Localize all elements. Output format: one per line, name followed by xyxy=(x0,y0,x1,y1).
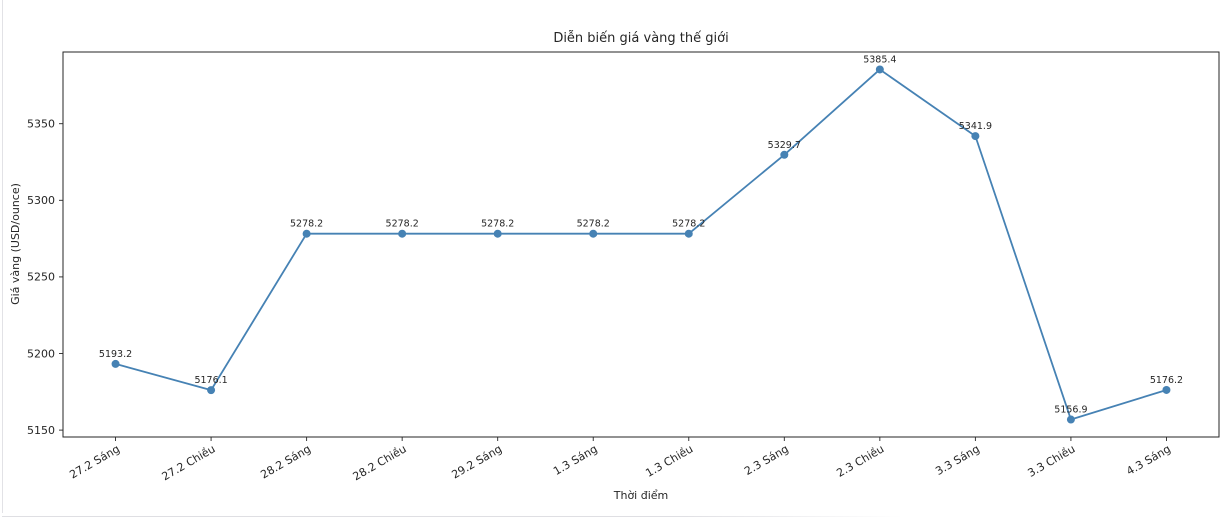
data-point-marker xyxy=(589,229,598,238)
card-left-border xyxy=(2,0,3,513)
price-line-series xyxy=(115,68,1167,421)
y-tick-label: 5300 xyxy=(27,194,55,207)
data-point-label: 5193.2 xyxy=(99,349,132,360)
x-tick-label: 29.2 Sáng xyxy=(449,442,504,481)
data-point-marker xyxy=(1162,385,1171,394)
data-point-marker xyxy=(111,359,120,368)
data-point-label: 5278.2 xyxy=(481,219,514,230)
x-tick-label: 27.2 Chiều xyxy=(160,442,218,483)
y-tick-label: 5150 xyxy=(27,424,55,437)
x-tick-label: 1.3 Sáng xyxy=(551,442,600,478)
x-tick-label: 2.3 Chiều xyxy=(834,442,886,479)
data-point-marker xyxy=(207,386,216,395)
data-point-marker xyxy=(971,132,980,141)
x-tick-label: 28.2 Chiều xyxy=(351,442,409,483)
axes-frame xyxy=(62,51,1220,438)
data-point-marker xyxy=(1066,415,1075,424)
data-point-label: 5278.2 xyxy=(290,219,323,230)
data-point-label: 5385.4 xyxy=(863,54,896,65)
data-point-label: 5278.2 xyxy=(672,219,705,230)
x-tick-label: 2.3 Sáng xyxy=(742,442,791,478)
data-point-marker xyxy=(684,229,693,238)
data-point-label: 5278.2 xyxy=(577,219,610,230)
chart-title: Diễn biến giá vàng thế giới xyxy=(553,31,728,46)
x-axis-label: Thời điểm xyxy=(613,489,669,502)
x-tick-label: 1.3 Chiều xyxy=(643,442,695,479)
x-tick-label: 28.2 Sáng xyxy=(258,442,313,481)
x-tick-label: 3.3 Chiều xyxy=(1025,442,1077,479)
x-tick-label: 27.2 Sáng xyxy=(67,442,122,481)
data-point-label: 5156.9 xyxy=(1054,405,1087,416)
y-tick-label: 5250 xyxy=(27,271,55,284)
data-point-marker xyxy=(302,229,311,238)
y-tick-label: 5200 xyxy=(27,347,55,360)
data-point-label: 5176.1 xyxy=(194,375,227,386)
y-tick-label: 5350 xyxy=(27,117,55,130)
data-point-label: 5176.2 xyxy=(1150,375,1183,386)
y-axis-label: Giá vàng (USD/ounce) xyxy=(9,183,22,305)
card-bottom-border xyxy=(2,516,902,517)
data-point-marker xyxy=(493,229,502,238)
data-point-marker xyxy=(875,65,884,74)
data-point-label: 5278.2 xyxy=(386,219,419,230)
data-point-label: 5329.7 xyxy=(768,140,801,151)
data-point-marker xyxy=(780,150,789,159)
x-tick-label: 4.3 Sáng xyxy=(1124,442,1173,478)
data-point-label: 5341.9 xyxy=(959,121,992,132)
plot-area: 5150 5200 5250 5300 5350 27.2 Sáng 27.2 Chiều 2… xyxy=(27,51,1220,483)
data-point-marker xyxy=(398,229,407,238)
x-tick-label: 3.3 Sáng xyxy=(933,442,982,478)
